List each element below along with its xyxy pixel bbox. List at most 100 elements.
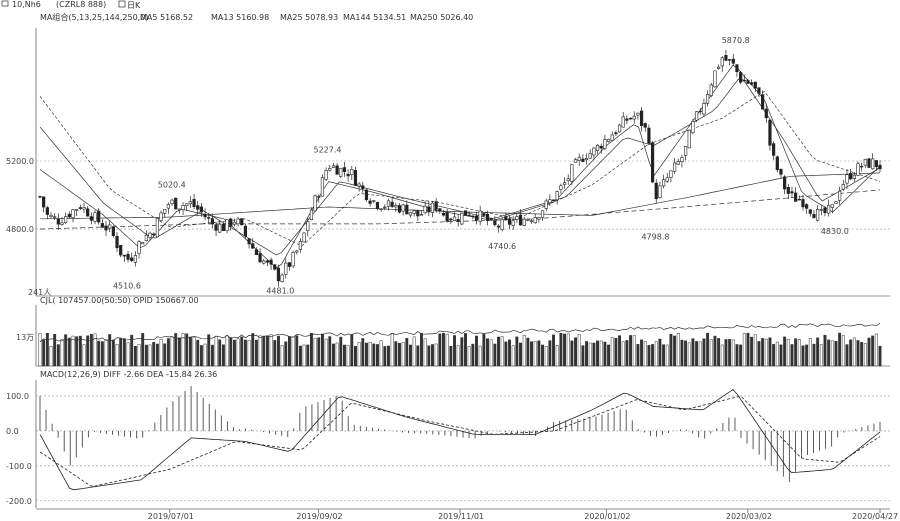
candle bbox=[287, 261, 292, 271]
period-label[interactable]: 日K bbox=[127, 1, 141, 10]
candle bbox=[786, 183, 790, 200]
volume-bar bbox=[86, 335, 90, 367]
candle bbox=[331, 162, 336, 169]
volume-bar bbox=[434, 343, 438, 367]
volume-bar bbox=[467, 346, 471, 367]
ma-line-ma250 bbox=[39, 189, 881, 230]
candle bbox=[434, 198, 438, 213]
candle-body bbox=[735, 64, 739, 72]
volume-bar bbox=[863, 343, 867, 367]
volume-bar bbox=[735, 344, 739, 367]
candle-body bbox=[188, 201, 192, 205]
volume-bar bbox=[251, 333, 255, 367]
candle bbox=[309, 207, 314, 221]
price-annotation: 241人 bbox=[28, 288, 51, 297]
candle-body bbox=[794, 192, 798, 202]
candle-body bbox=[834, 201, 838, 204]
candle bbox=[152, 232, 156, 237]
candle-body bbox=[317, 196, 321, 198]
candle bbox=[214, 221, 218, 237]
volume-bar bbox=[508, 339, 511, 367]
volume-bar bbox=[232, 339, 236, 367]
candle-body bbox=[225, 219, 229, 231]
candle bbox=[199, 203, 203, 217]
candle-body bbox=[845, 174, 849, 184]
volume-bar bbox=[669, 334, 673, 367]
volume-bar bbox=[196, 339, 200, 367]
candle-body bbox=[544, 200, 548, 209]
candle bbox=[500, 217, 504, 232]
volume-bar bbox=[845, 344, 849, 367]
candle bbox=[874, 160, 878, 171]
candle-body bbox=[871, 158, 875, 170]
candle bbox=[86, 206, 90, 217]
candle bbox=[53, 213, 57, 220]
candle-body bbox=[331, 165, 336, 168]
candle-body bbox=[108, 224, 112, 229]
window-menu-icon[interactable] bbox=[1, 0, 9, 7]
volume-bar bbox=[243, 339, 247, 367]
candle bbox=[838, 186, 842, 205]
candle-body bbox=[878, 164, 882, 170]
candle bbox=[177, 208, 181, 214]
candle-body bbox=[863, 158, 867, 166]
volume-bar bbox=[464, 333, 467, 367]
candle-body bbox=[533, 217, 537, 224]
candle-body bbox=[207, 217, 211, 219]
volume-bar bbox=[489, 339, 493, 367]
candle-body bbox=[728, 59, 732, 61]
candle bbox=[67, 211, 71, 219]
candle-body bbox=[86, 208, 90, 217]
ma-legend-label[interactable]: MA组合(5,13,25,144,250,0) bbox=[40, 12, 148, 22]
candle bbox=[427, 201, 431, 217]
volume-bar bbox=[339, 336, 343, 367]
volume-bar bbox=[878, 345, 882, 367]
volume-bar bbox=[636, 344, 640, 367]
candle bbox=[650, 140, 655, 183]
candle-body bbox=[812, 214, 816, 219]
volume-bar bbox=[478, 345, 482, 367]
volume-legend[interactable]: CJL( 107457.00(50:50) OPID 150667.00 bbox=[40, 296, 199, 305]
candle-body bbox=[221, 223, 226, 232]
volume-bar bbox=[108, 334, 112, 367]
volume-bar bbox=[552, 334, 555, 367]
candle-body bbox=[654, 182, 658, 200]
volume-bar bbox=[610, 337, 614, 367]
candle bbox=[808, 208, 812, 217]
candle bbox=[830, 204, 834, 214]
candle bbox=[849, 168, 853, 181]
candle-body bbox=[372, 200, 376, 202]
candle-body bbox=[757, 87, 761, 94]
candle bbox=[617, 123, 622, 133]
candle-body bbox=[827, 204, 831, 214]
ma-legend: MA组合(5,13,25,144,250,0) MA5 5168.52 MA13… bbox=[40, 12, 473, 22]
volume-bar bbox=[717, 338, 721, 367]
candle bbox=[753, 81, 757, 92]
candle-body bbox=[841, 184, 845, 190]
volume-bar bbox=[368, 341, 372, 367]
candle-body bbox=[368, 200, 372, 204]
candle bbox=[64, 212, 68, 225]
contract-label: 10,Nh6 bbox=[12, 0, 41, 9]
candle-body bbox=[797, 198, 801, 201]
macd-legend[interactable]: MACD(12,26,9) DIFF -2.66 DEA -15.84 26.3… bbox=[40, 370, 217, 379]
volume-bar bbox=[559, 332, 563, 367]
candle-body bbox=[522, 218, 526, 226]
candle-body bbox=[240, 218, 244, 226]
candle-body bbox=[133, 255, 137, 263]
candle-body bbox=[559, 185, 563, 190]
candle-body bbox=[452, 216, 457, 221]
candle-body bbox=[430, 202, 435, 213]
volume-bar bbox=[324, 338, 328, 367]
candle bbox=[141, 241, 145, 245]
volume-bar bbox=[335, 342, 339, 367]
candle bbox=[529, 219, 534, 224]
candle-body bbox=[625, 118, 629, 121]
price-tick-label: 4800.0 bbox=[6, 225, 34, 234]
candle-body bbox=[53, 216, 57, 218]
period-checkbox-icon[interactable] bbox=[118, 0, 126, 8]
candle bbox=[148, 231, 152, 241]
volume-bar bbox=[709, 339, 713, 367]
candle-body bbox=[174, 197, 178, 210]
candle-body bbox=[672, 162, 677, 172]
